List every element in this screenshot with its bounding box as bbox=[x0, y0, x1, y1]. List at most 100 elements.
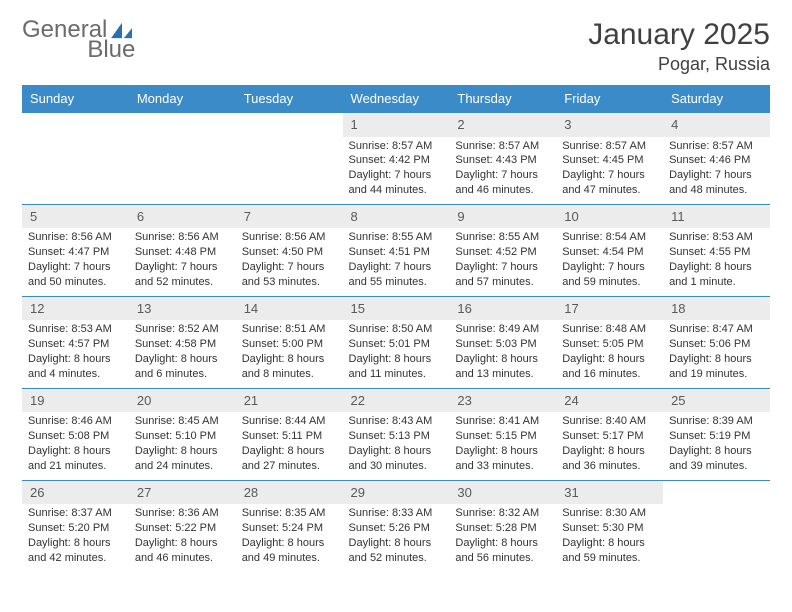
day-info-line: Sunset: 4:47 PM bbox=[28, 245, 123, 260]
day-info-line: and 1 minute. bbox=[669, 275, 764, 290]
day-info-line: and 46 minutes. bbox=[455, 183, 550, 198]
day-cell: Sunrise: 8:52 AMSunset: 4:58 PMDaylight:… bbox=[129, 320, 236, 388]
day-info-line: and 8 minutes. bbox=[242, 367, 337, 382]
day-number: 12 bbox=[22, 296, 129, 320]
day-number: 10 bbox=[556, 204, 663, 228]
day-info-line: Sunrise: 8:43 AM bbox=[349, 414, 444, 429]
day-cell: Sunrise: 8:43 AMSunset: 5:13 PMDaylight:… bbox=[343, 412, 450, 480]
day-info-line: and 27 minutes. bbox=[242, 459, 337, 474]
day-info-line: Daylight: 8 hours bbox=[242, 444, 337, 459]
day-info-line: Sunset: 4:54 PM bbox=[562, 245, 657, 260]
content-row: Sunrise: 8:37 AMSunset: 5:20 PMDaylight:… bbox=[22, 504, 770, 571]
day-info-line: Sunset: 5:13 PM bbox=[349, 429, 444, 444]
day-info-line: Sunrise: 8:41 AM bbox=[455, 414, 550, 429]
day-cell: Sunrise: 8:53 AMSunset: 4:55 PMDaylight:… bbox=[663, 228, 770, 296]
day-info-line: and 49 minutes. bbox=[242, 551, 337, 566]
day-info-line: Sunrise: 8:39 AM bbox=[669, 414, 764, 429]
day-cell: Sunrise: 8:56 AMSunset: 4:47 PMDaylight:… bbox=[22, 228, 129, 296]
day-number: 5 bbox=[22, 204, 129, 228]
day-info-line: Sunrise: 8:57 AM bbox=[669, 139, 764, 154]
day-cell bbox=[236, 137, 343, 205]
day-info-line: and 57 minutes. bbox=[455, 275, 550, 290]
day-info-line: and 52 minutes. bbox=[135, 275, 230, 290]
daynum-row: 262728293031 bbox=[22, 480, 770, 504]
daynum-row: 1234 bbox=[22, 113, 770, 137]
day-info-line: Daylight: 8 hours bbox=[455, 536, 550, 551]
day-info-line: Sunset: 5:00 PM bbox=[242, 337, 337, 352]
content-row: Sunrise: 8:53 AMSunset: 4:57 PMDaylight:… bbox=[22, 320, 770, 388]
day-info-line: and 24 minutes. bbox=[135, 459, 230, 474]
day-info-line: Daylight: 8 hours bbox=[349, 444, 444, 459]
day-number bbox=[129, 113, 236, 137]
day-info-line: Daylight: 8 hours bbox=[28, 444, 123, 459]
day-info-line: Sunset: 4:46 PM bbox=[669, 153, 764, 168]
day-number bbox=[236, 113, 343, 137]
day-info-line: Sunrise: 8:53 AM bbox=[669, 230, 764, 245]
day-cell bbox=[129, 137, 236, 205]
day-info-line: and 56 minutes. bbox=[455, 551, 550, 566]
day-info-line: Daylight: 7 hours bbox=[135, 260, 230, 275]
day-info-line: Sunset: 5:19 PM bbox=[669, 429, 764, 444]
day-cell: Sunrise: 8:37 AMSunset: 5:20 PMDaylight:… bbox=[22, 504, 129, 571]
weekday-header: Thursday bbox=[449, 85, 556, 113]
day-info-line: Sunset: 5:03 PM bbox=[455, 337, 550, 352]
day-info-line: Sunset: 4:51 PM bbox=[349, 245, 444, 260]
daynum-row: 12131415161718 bbox=[22, 296, 770, 320]
day-info-line: and 4 minutes. bbox=[28, 367, 123, 382]
day-info-line: and 39 minutes. bbox=[669, 459, 764, 474]
day-number: 4 bbox=[663, 113, 770, 137]
day-info-line: Sunset: 5:22 PM bbox=[135, 521, 230, 536]
day-info-line: Sunrise: 8:40 AM bbox=[562, 414, 657, 429]
day-info-line: Sunset: 5:28 PM bbox=[455, 521, 550, 536]
day-info-line: Daylight: 8 hours bbox=[562, 352, 657, 367]
day-number: 16 bbox=[449, 296, 556, 320]
day-cell: Sunrise: 8:57 AMSunset: 4:45 PMDaylight:… bbox=[556, 137, 663, 205]
day-info-line: Sunset: 4:43 PM bbox=[455, 153, 550, 168]
day-cell: Sunrise: 8:49 AMSunset: 5:03 PMDaylight:… bbox=[449, 320, 556, 388]
day-number: 3 bbox=[556, 113, 663, 137]
calendar-header-row: Sunday Monday Tuesday Wednesday Thursday… bbox=[22, 85, 770, 113]
day-number: 27 bbox=[129, 480, 236, 504]
day-info-line: Daylight: 7 hours bbox=[562, 260, 657, 275]
day-info-line: and 42 minutes. bbox=[28, 551, 123, 566]
day-number: 24 bbox=[556, 388, 663, 412]
day-number: 7 bbox=[236, 204, 343, 228]
day-cell: Sunrise: 8:45 AMSunset: 5:10 PMDaylight:… bbox=[129, 412, 236, 480]
day-info-line: Sunset: 4:57 PM bbox=[28, 337, 123, 352]
day-info-line: Sunrise: 8:51 AM bbox=[242, 322, 337, 337]
day-cell: Sunrise: 8:36 AMSunset: 5:22 PMDaylight:… bbox=[129, 504, 236, 571]
title-block: January 2025 Pogar, Russia bbox=[588, 18, 770, 75]
day-info-line: Sunset: 4:42 PM bbox=[349, 153, 444, 168]
day-cell: Sunrise: 8:57 AMSunset: 4:42 PMDaylight:… bbox=[343, 137, 450, 205]
day-info-line: Sunrise: 8:36 AM bbox=[135, 506, 230, 521]
day-info-line: Sunrise: 8:55 AM bbox=[349, 230, 444, 245]
day-info-line: and 11 minutes. bbox=[349, 367, 444, 382]
day-info-line: Sunset: 5:01 PM bbox=[349, 337, 444, 352]
day-cell: Sunrise: 8:32 AMSunset: 5:28 PMDaylight:… bbox=[449, 504, 556, 571]
day-cell bbox=[663, 504, 770, 571]
day-info-line: Sunset: 5:24 PM bbox=[242, 521, 337, 536]
weekday-header: Monday bbox=[129, 85, 236, 113]
day-cell: Sunrise: 8:39 AMSunset: 5:19 PMDaylight:… bbox=[663, 412, 770, 480]
day-info-line: and 52 minutes. bbox=[349, 551, 444, 566]
day-number: 20 bbox=[129, 388, 236, 412]
day-info-line: Sunrise: 8:32 AM bbox=[455, 506, 550, 521]
day-info-line: Sunrise: 8:57 AM bbox=[562, 139, 657, 154]
day-number: 22 bbox=[343, 388, 450, 412]
day-info-line: Sunrise: 8:52 AM bbox=[135, 322, 230, 337]
day-cell: Sunrise: 8:35 AMSunset: 5:24 PMDaylight:… bbox=[236, 504, 343, 571]
day-number bbox=[663, 480, 770, 504]
day-number: 14 bbox=[236, 296, 343, 320]
day-info-line: Daylight: 7 hours bbox=[349, 260, 444, 275]
day-info-line: Sunrise: 8:45 AM bbox=[135, 414, 230, 429]
day-info-line: and 48 minutes. bbox=[669, 183, 764, 198]
day-cell: Sunrise: 8:53 AMSunset: 4:57 PMDaylight:… bbox=[22, 320, 129, 388]
day-info-line: Daylight: 8 hours bbox=[455, 444, 550, 459]
day-info-line: Sunset: 5:11 PM bbox=[242, 429, 337, 444]
day-info-line: Daylight: 8 hours bbox=[135, 536, 230, 551]
day-info-line: Sunrise: 8:33 AM bbox=[349, 506, 444, 521]
day-info-line: Daylight: 7 hours bbox=[455, 260, 550, 275]
day-info-line: Sunset: 5:10 PM bbox=[135, 429, 230, 444]
header: GeneralBlue January 2025 Pogar, Russia bbox=[22, 18, 770, 75]
day-info-line: Sunrise: 8:44 AM bbox=[242, 414, 337, 429]
